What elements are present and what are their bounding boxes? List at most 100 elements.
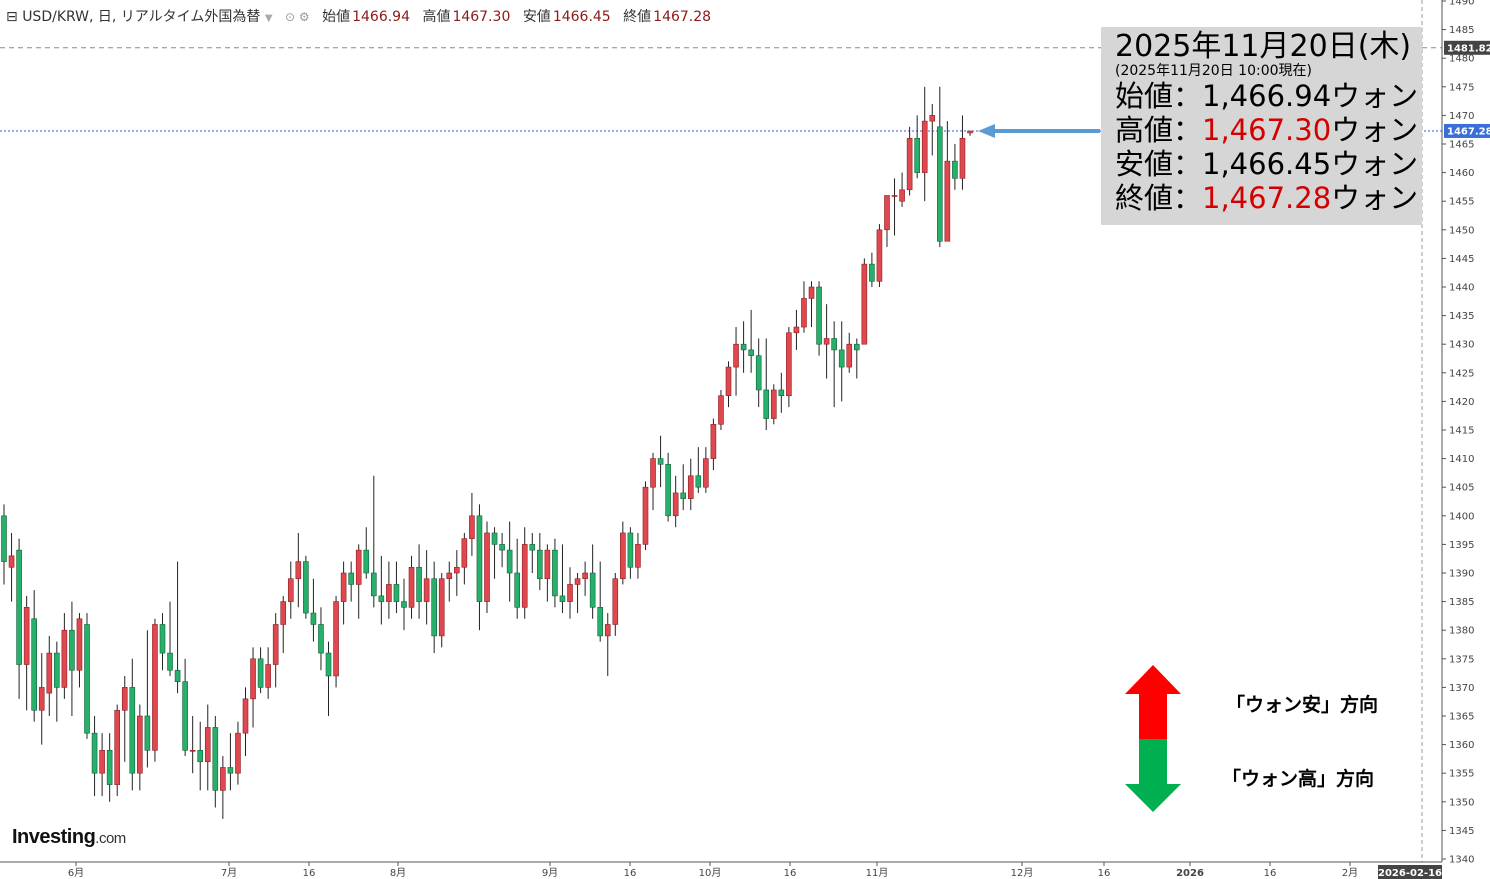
- candle-body: [1, 515, 7, 562]
- candle-body: [204, 727, 211, 763]
- candle-body: [687, 475, 694, 499]
- candle-body: [589, 572, 596, 608]
- candle-body: [121, 687, 128, 711]
- candle-body: [476, 515, 483, 602]
- candle-body: [348, 572, 354, 585]
- candle-body: [31, 618, 37, 711]
- candle-body: [657, 458, 664, 465]
- candle-body: [665, 464, 671, 517]
- candle-body: [929, 115, 936, 122]
- y-tick-label: 1410: [1449, 454, 1474, 465]
- x-tick-label: 16: [1098, 868, 1111, 879]
- symbol-title[interactable]: USD/KRW, 日, リアルタイム外国為替: [22, 9, 261, 25]
- candle-body: [499, 544, 505, 551]
- candle-body: [552, 549, 558, 597]
- candle-body: [189, 750, 196, 752]
- candle-body: [838, 349, 845, 368]
- candle-body: [303, 561, 309, 614]
- candle-body: [197, 750, 204, 763]
- candle-body: [574, 578, 581, 585]
- info-close: 終値：1,467.28ウォン: [1115, 181, 1419, 215]
- candle-body: [650, 458, 656, 488]
- candle-body: [280, 601, 287, 625]
- candle-body: [801, 298, 807, 328]
- header-high-value: 1467.30: [452, 9, 511, 25]
- candle-body: [265, 664, 271, 688]
- candle-body: [8, 555, 15, 568]
- candle-body: [423, 578, 430, 602]
- candle-body: [537, 549, 543, 580]
- candle-body: [740, 343, 747, 351]
- candle-body: [620, 532, 626, 580]
- candle-body: [703, 458, 709, 488]
- info-open: 始値：1,466.94ウォン: [1115, 79, 1419, 113]
- candle-body: [521, 544, 528, 608]
- candle-body: [257, 658, 264, 688]
- candle-body: [393, 584, 400, 602]
- candle-body: [937, 126, 943, 242]
- header-close-label: 終値: [623, 9, 652, 25]
- y-tick-label: 1415: [1449, 426, 1474, 437]
- candle-body: [861, 263, 868, 345]
- candle-body: [159, 624, 166, 654]
- header-open-value: 1466.94: [352, 9, 410, 25]
- y-tick-label: 1395: [1449, 540, 1474, 551]
- candle-body: [152, 624, 158, 751]
- candle-body: [220, 767, 226, 791]
- collapse-icon[interactable]: ⊟: [6, 9, 18, 25]
- candle-body: [431, 578, 437, 637]
- candle-body: [672, 492, 679, 517]
- candle-body: [355, 549, 362, 585]
- x-tick-label: 16: [1264, 868, 1277, 879]
- y-tick-label: 1375: [1449, 654, 1474, 665]
- candle-body: [182, 681, 188, 751]
- candle-body: [408, 566, 415, 608]
- candle-body: [944, 160, 951, 242]
- header-close-value: 1467.28: [653, 9, 712, 25]
- candle-body: [333, 601, 339, 677]
- settings-icons[interactable]: ⊙ ⚙: [285, 10, 310, 24]
- x-tick-label: 9月: [542, 867, 558, 879]
- candle-body: [642, 486, 649, 545]
- candle-body: [174, 669, 181, 682]
- candle-body: [891, 195, 898, 197]
- candle-body: [627, 532, 634, 568]
- candle-body: [363, 549, 370, 574]
- y-tick-label: 1475: [1449, 82, 1474, 93]
- cursor-date-bg: [1378, 865, 1442, 879]
- candle-body: [876, 229, 883, 282]
- candle-body: [786, 332, 792, 396]
- candle-body: [604, 624, 611, 637]
- candle-body: [529, 544, 536, 551]
- candle-body: [506, 549, 513, 574]
- candle-body: [559, 595, 566, 602]
- candle-body: [778, 389, 785, 396]
- y-tick-label: 1390: [1449, 569, 1474, 580]
- candle-body: [680, 492, 687, 499]
- candle-body: [84, 624, 90, 734]
- info-low: 安値：1,466.45ウォン: [1115, 147, 1419, 181]
- x-tick-label: 8月: [390, 867, 406, 879]
- candle-body: [597, 607, 604, 637]
- candle-body: [853, 343, 860, 351]
- candle-body: [461, 538, 468, 568]
- x-tick-label: 10月: [699, 867, 722, 879]
- y-tick-label: 1355: [1449, 769, 1474, 780]
- candle-body: [69, 629, 75, 671]
- dropdown-chevron-icon[interactable]: ▼: [264, 13, 273, 24]
- candle-body: [23, 607, 30, 665]
- y-tick-label: 1445: [1449, 254, 1474, 265]
- candle-body: [401, 601, 407, 608]
- candle-body: [454, 566, 460, 574]
- candle-body: [310, 612, 317, 625]
- candle-body: [914, 137, 920, 173]
- candle-body: [491, 532, 498, 545]
- candle-body: [114, 709, 121, 785]
- y-tick-label: 1490: [1449, 0, 1474, 8]
- won-strong-label: 「ウォン高」方向: [1222, 768, 1375, 790]
- candle-body: [386, 584, 392, 602]
- candle-body: [287, 578, 294, 602]
- x-tick-label: 7月: [221, 867, 237, 879]
- x-tick-label: 2月: [1342, 867, 1358, 879]
- candle-body: [129, 687, 136, 774]
